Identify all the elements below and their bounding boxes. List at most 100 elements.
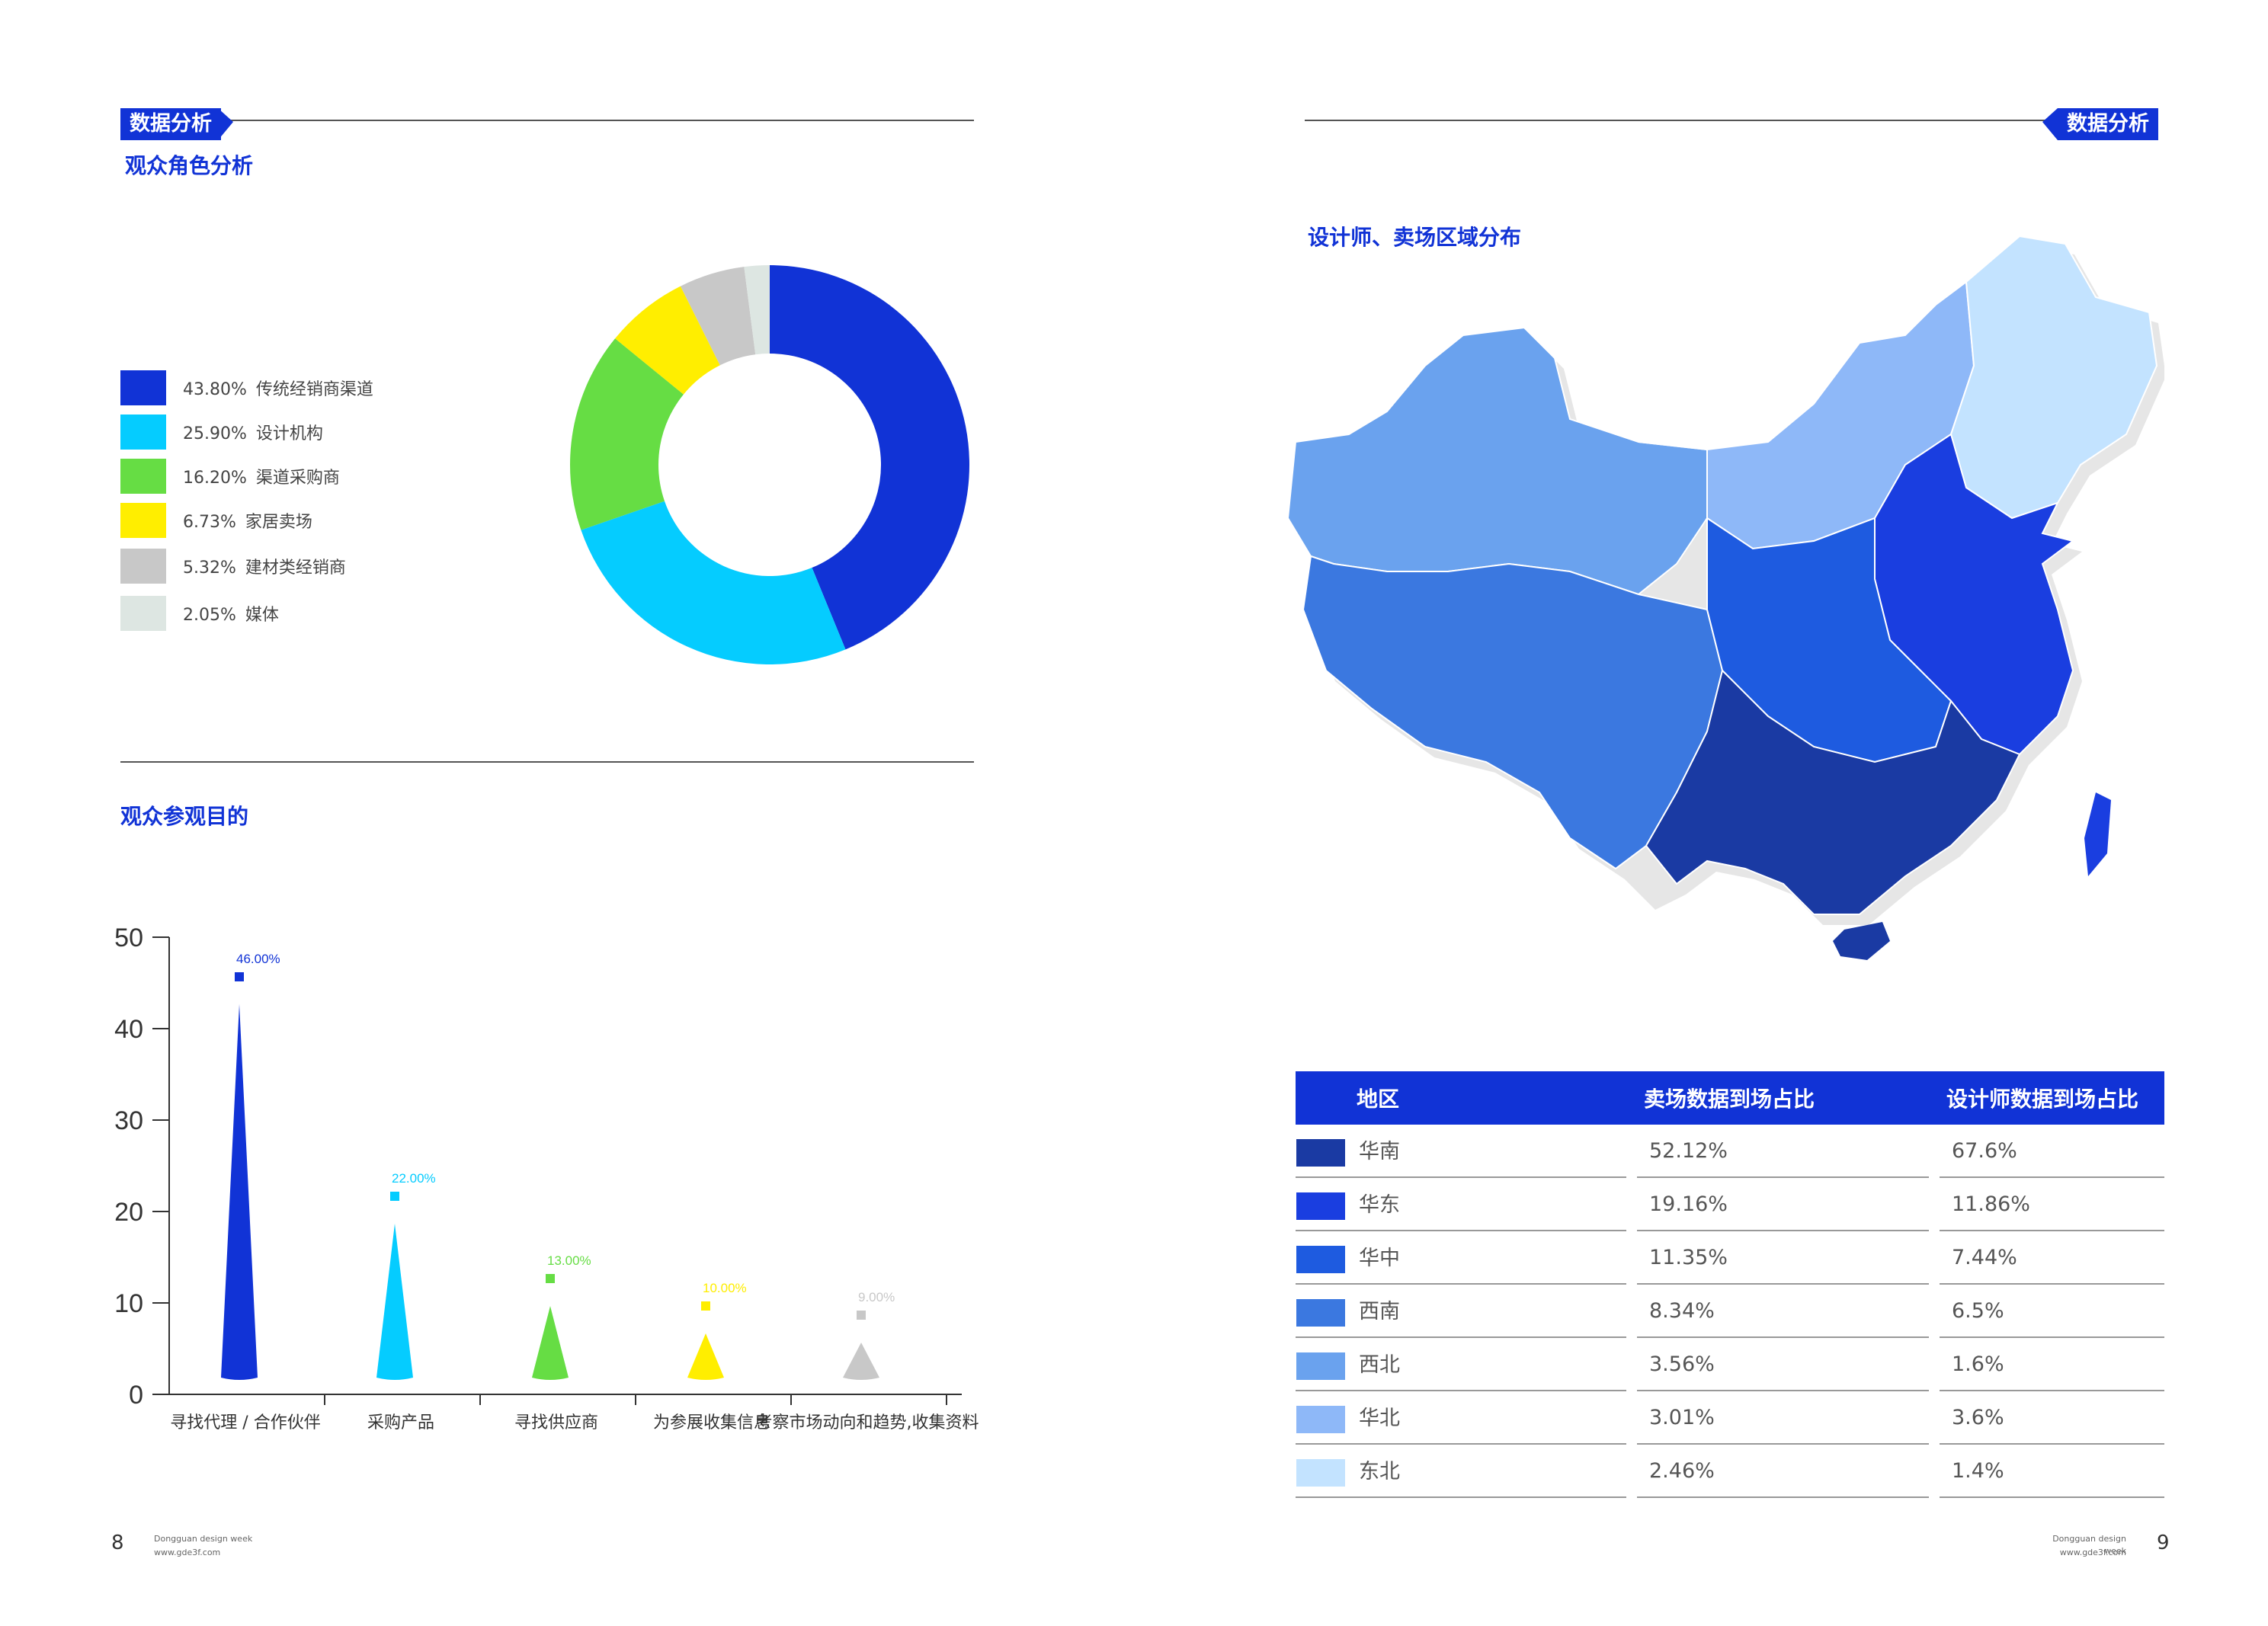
bar-cone	[221, 1004, 258, 1380]
bar-value-label: 9.00%	[858, 1290, 895, 1304]
x-category-label: 为参展收集信息	[653, 1413, 770, 1432]
region-name: 华南	[1359, 1140, 1400, 1164]
table-cell-region: 西北	[1296, 1337, 1632, 1391]
table-header-market: 卖场数据到场占比	[1632, 1071, 1934, 1125]
footer-url-right: www.gde3f.com	[2059, 1548, 2126, 1557]
legend-swatch	[120, 415, 166, 450]
legend-swatch	[120, 459, 166, 494]
legend-label: 媒体	[245, 606, 279, 625]
map-region-northwest	[1286, 326, 1708, 596]
region-swatch	[1296, 1458, 1345, 1487]
legend-percent: 6.73%	[183, 513, 236, 532]
table-header-region: 地区	[1296, 1071, 1632, 1125]
table-cell-designer: 11.86%	[1929, 1177, 2164, 1231]
donut-title: 观众角色分析	[125, 153, 254, 178]
region-swatch	[1296, 1192, 1345, 1220]
table-header-designer: 设计师数据到场占比	[1934, 1071, 2164, 1125]
table-cell-designer: 7.44%	[1929, 1231, 2164, 1285]
map-island-taiwan	[2084, 792, 2111, 876]
table-cell-market: 19.16%	[1626, 1177, 1934, 1231]
map-region-northeast	[1949, 235, 2158, 520]
legend-item: 2.05% 媒体	[120, 596, 279, 631]
legend-label: 家居卖场	[245, 513, 312, 532]
table-cell-market: 52.12%	[1626, 1125, 1934, 1178]
table-cell-region: 华中	[1296, 1231, 1632, 1285]
legend-swatch	[120, 503, 166, 538]
legend-item: 6.73% 家居卖场	[120, 503, 312, 538]
tag-corner-left	[218, 108, 233, 140]
table-cell-market: 11.35%	[1626, 1231, 1934, 1285]
table-cell-market: 2.46%	[1626, 1444, 1934, 1498]
legend-label: 传统经销商渠道	[255, 380, 373, 399]
header-rule-left	[130, 120, 974, 121]
bar-value-label: 13.00%	[547, 1253, 591, 1268]
x-category-label: 寻找供应商	[514, 1413, 598, 1432]
header-rule-right	[1305, 120, 2151, 121]
legend-swatch	[120, 549, 166, 584]
map-region-south	[1645, 669, 2021, 915]
footer-event-right: Dongguan design week	[2052, 1534, 2126, 1556]
region-name: 华北	[1359, 1407, 1400, 1431]
bar-cone	[532, 1306, 569, 1380]
table-row: 西南 8.34% 6.5%	[1296, 1284, 2164, 1338]
table-cell-designer: 1.6%	[1929, 1337, 2164, 1391]
bar-value-label: 22.00%	[392, 1171, 436, 1186]
legend-label: 设计机构	[255, 424, 323, 443]
map-title: 设计师、卖场区域分布	[1308, 225, 1522, 250]
donut-slice	[581, 501, 846, 664]
tag-corner-right	[2042, 108, 2058, 140]
region-swatch	[1296, 1245, 1345, 1273]
divider-rule	[120, 761, 974, 763]
table-row: 西北 3.56% 1.6%	[1296, 1337, 2164, 1391]
page-number-right: 9	[2157, 1532, 2170, 1554]
footer-event-left: Dongguan design week	[154, 1534, 253, 1544]
bar-marker	[546, 1274, 555, 1283]
table-row: 华东 19.16% 11.86%	[1296, 1177, 2164, 1231]
bar-value-label: 46.00%	[236, 952, 280, 966]
table-cell-market: 3.56%	[1626, 1337, 1934, 1391]
donut-chart	[570, 265, 969, 664]
bar-marker	[235, 972, 244, 981]
table-cell-designer: 6.5%	[1929, 1284, 2164, 1338]
legend-swatch	[120, 596, 166, 631]
china-region-map	[1286, 235, 2164, 960]
legend-percent: 2.05%	[183, 606, 236, 625]
bar-chart-title: 观众参观目的	[120, 804, 249, 829]
bar-cone	[843, 1343, 879, 1380]
bar-cone	[376, 1224, 413, 1380]
y-tick-label: 50	[114, 923, 143, 952]
table-cell-region: 华东	[1296, 1177, 1632, 1231]
bar-chart: 0 10 20 30 40 50 46.00% 寻找代理 / 合作伙伴 22.00% 采购产品 13…	[114, 923, 979, 1432]
table-row: 华南 52.12% 67.6%	[1296, 1125, 2164, 1178]
donut-slice	[744, 265, 770, 355]
table-row: 华中 11.35% 7.44%	[1296, 1231, 2164, 1285]
x-category-label: 采购产品	[367, 1413, 434, 1432]
legend-percent: 5.32%	[183, 559, 236, 578]
region-name: 西北	[1359, 1353, 1400, 1378]
table-cell-region: 东北	[1296, 1444, 1632, 1498]
region-table: 地区 卖场数据到场占比 设计师数据到场占比 华南 52.12% 67.6% 华东 19.…	[1296, 1071, 2164, 1498]
legend-item: 16.20% 渠道采购商	[120, 459, 340, 494]
donut-slice	[680, 267, 756, 366]
region-name: 东北	[1359, 1460, 1400, 1484]
region-name: 华东	[1359, 1193, 1400, 1218]
region-name: 华中	[1359, 1247, 1400, 1271]
region-swatch	[1296, 1298, 1345, 1327]
legend-percent: 43.80%	[183, 380, 247, 399]
table-cell-region: 华南	[1296, 1125, 1632, 1178]
table-cell-region: 华北	[1296, 1391, 1632, 1445]
footer-url-left: www.gde3f.com	[154, 1548, 221, 1557]
legend-item: 5.32% 建材类经销商	[120, 549, 346, 584]
section-tag-left: 数据分析	[120, 108, 221, 140]
legend-label: 渠道采购商	[255, 469, 340, 488]
table-cell-designer: 1.4%	[1929, 1444, 2164, 1498]
section-tag-right: 数据分析	[2058, 108, 2158, 140]
y-tick-label: 30	[114, 1106, 143, 1135]
legend-percent: 16.20%	[183, 469, 247, 488]
table-row: 华北 3.01% 3.6%	[1296, 1391, 2164, 1445]
region-swatch	[1296, 1405, 1345, 1433]
y-tick-label: 10	[114, 1289, 143, 1318]
x-category-label: 考察市场动向和趋势,收集资料	[756, 1413, 979, 1432]
table-cell-market: 8.34%	[1626, 1284, 1934, 1338]
region-swatch	[1296, 1138, 1345, 1167]
